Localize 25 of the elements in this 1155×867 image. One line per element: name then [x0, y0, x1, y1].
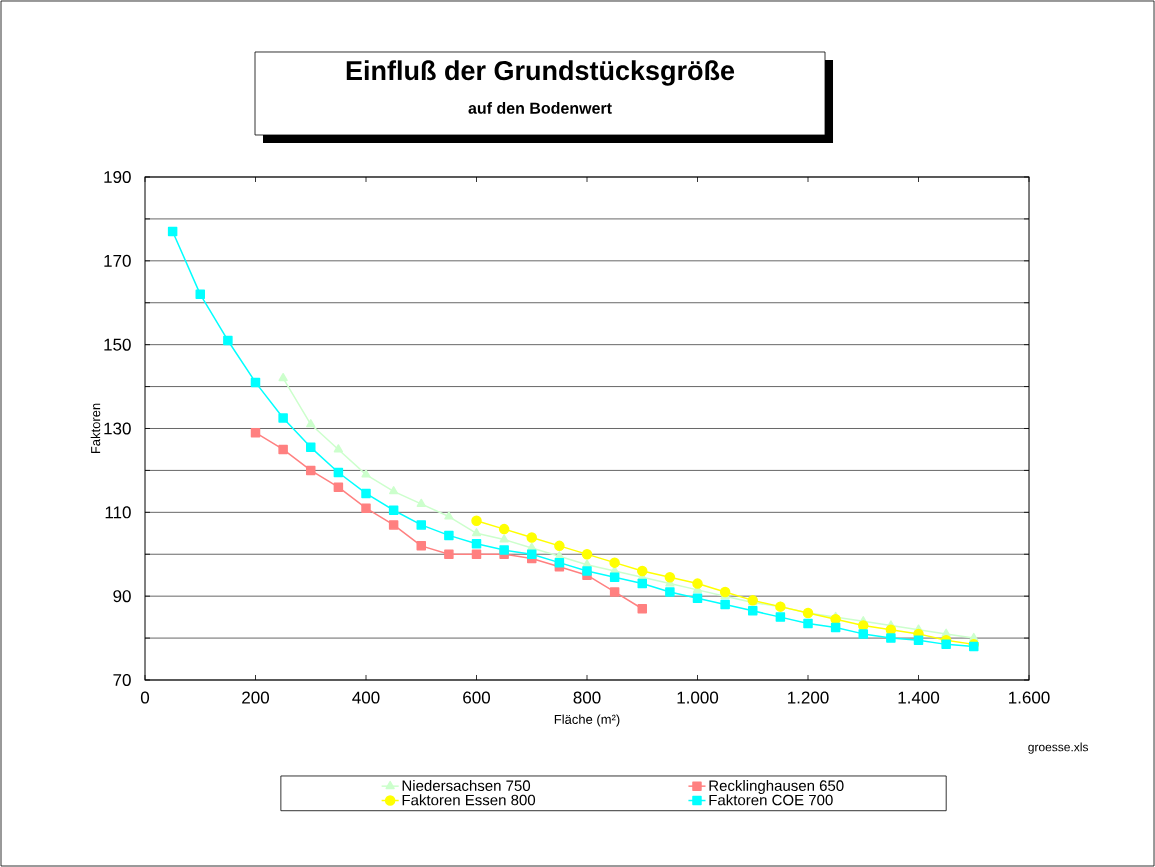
legend-label: Faktoren COE 700	[709, 794, 833, 806]
x-tick-label: 400	[352, 691, 380, 704]
y-axis-title: Faktoren	[90, 403, 101, 454]
x-tick-label: 1.400	[898, 691, 940, 704]
y-tick-label: 110	[105, 506, 131, 519]
x-tick-label: 1.200	[788, 691, 829, 704]
y-tick-label: 90	[113, 590, 131, 603]
x-axis-title: Fläche (m²)	[554, 714, 620, 727]
x-tick-label: 800	[573, 691, 601, 704]
x-tick-label: 200	[242, 691, 270, 704]
legend-label: Faktoren Essen 800	[402, 794, 536, 806]
x-tick-label: 1.000	[677, 691, 719, 704]
text: groesse.xls	[1028, 742, 1089, 754]
legend-label: Niedersachsen 750	[402, 779, 531, 791]
y-tick-label: 130	[104, 422, 131, 435]
legend-label: Recklinghausen 650	[709, 779, 844, 794]
chart-title: Einfluß der Grundstücksgröße	[346, 60, 735, 86]
y-tick-label: 190	[104, 170, 131, 184]
y-tick-label: 150	[104, 338, 131, 351]
y-tick-label: 170	[104, 254, 131, 267]
x-tick-label: 0	[140, 691, 150, 704]
x-tick-label: 600	[463, 691, 491, 704]
chart-subtitle: auf den Bodenwert	[468, 102, 612, 114]
x-tick-label: 1.600	[1009, 691, 1050, 704]
y-tick-label: 70	[113, 673, 131, 687]
